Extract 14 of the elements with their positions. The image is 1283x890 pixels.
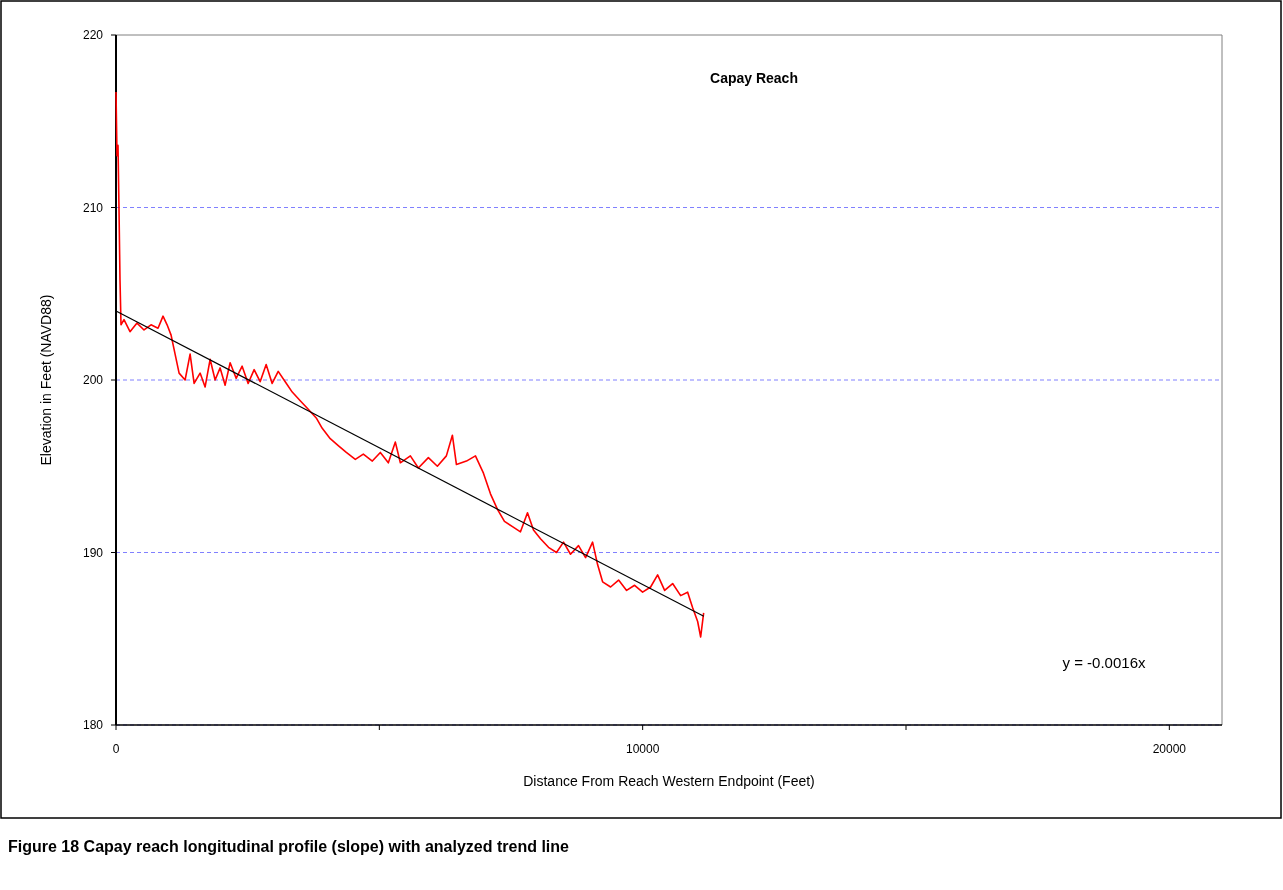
y-tick-label: 200	[82, 373, 104, 388]
y-tick-label: 190	[82, 545, 104, 560]
caption: Figure 18 Capay reach longitudinal profile (slope) with analyzed trend line	[8, 838, 570, 855]
y-tick-label: 180	[82, 718, 104, 733]
y-tick-label: 210	[82, 200, 104, 215]
y-axis-title: Elevation in Feet (NAVD88)	[38, 294, 54, 466]
x-tick-label: 20000	[1152, 742, 1187, 756]
x-tick-label: 10000	[625, 742, 660, 756]
x-tick-label: 0	[112, 742, 120, 756]
line-series	[115, 91, 705, 638]
x-axis-title: Distance From Reach Western Endpoint (Feet)	[523, 773, 815, 789]
y-tick-label: 220	[82, 28, 104, 43]
text: Capay Reach	[710, 70, 798, 86]
annotation: y = -0.0016x	[1062, 654, 1146, 671]
